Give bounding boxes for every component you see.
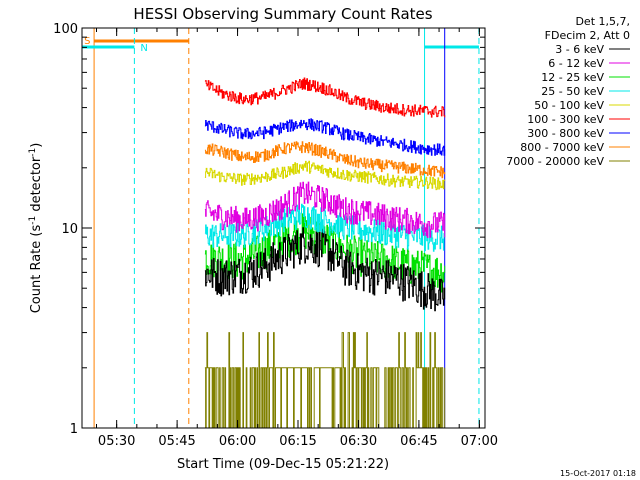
- legend-label: 7000 - 20000 keV: [506, 155, 604, 168]
- x-axis-title: Start Time (09-Dec-15 05:21:22): [177, 457, 389, 472]
- footer-timestamp: 15-Oct-2017 01:18: [560, 469, 636, 478]
- saa-label: S: [84, 36, 90, 47]
- legend-label: 50 - 100 keV: [534, 99, 604, 112]
- legend-header-line: Det 1,5,7,: [575, 15, 630, 28]
- legend-label: 25 - 50 keV: [541, 85, 604, 98]
- legend-label: 6 - 12 keV: [548, 57, 604, 70]
- series-line: [204, 227, 446, 312]
- series-line: [204, 118, 446, 156]
- series-line: [204, 203, 446, 252]
- legend-label: 100 - 300 keV: [527, 113, 604, 126]
- series-line: [204, 77, 446, 118]
- y-tick-label: 10: [61, 222, 78, 237]
- y-axis-title-part: detector: [29, 156, 44, 216]
- x-tick-label: 06:45: [400, 434, 437, 449]
- x-tick-label: 06:15: [279, 434, 316, 449]
- series-line: [204, 160, 446, 191]
- y-axis-title: Count Rate (s-1 detector-1): [28, 143, 44, 314]
- x-tick-label: 05:45: [158, 434, 195, 449]
- x-axis: 05:30 05:45 06:00 06:15 06:30 06:45 07:00: [96, 28, 498, 449]
- x-tick-label: 05:30: [98, 434, 135, 449]
- y-axis-title-superscript: -1: [28, 216, 38, 225]
- legend-label: 12 - 25 keV: [541, 71, 604, 84]
- x-tick-label: 06:30: [340, 434, 377, 449]
- legend-label: 300 - 800 keV: [527, 127, 604, 140]
- night-label: N: [140, 43, 147, 54]
- y-tick-label: 1: [70, 422, 78, 437]
- legend-label: 800 - 7000 keV: [520, 141, 604, 154]
- legend-label: 3 - 6 keV: [555, 43, 604, 56]
- legend-header-line: FDecim 2, Att 0: [545, 29, 630, 42]
- y-tick-label: 100: [53, 22, 78, 37]
- y-axis-title-part: Count Rate (s: [29, 225, 44, 314]
- y-axis: 1 10 100: [53, 22, 485, 437]
- chart-title: HESSI Observing Summary Count Rates: [133, 5, 432, 23]
- series-line: [204, 141, 446, 179]
- x-tick-label: 06:00: [219, 434, 256, 449]
- y-axis-title-superscript: -1: [28, 148, 38, 157]
- series-line: [204, 181, 446, 238]
- y-axis-title-part: ): [29, 143, 44, 148]
- x-tick-label: 07:00: [461, 434, 498, 449]
